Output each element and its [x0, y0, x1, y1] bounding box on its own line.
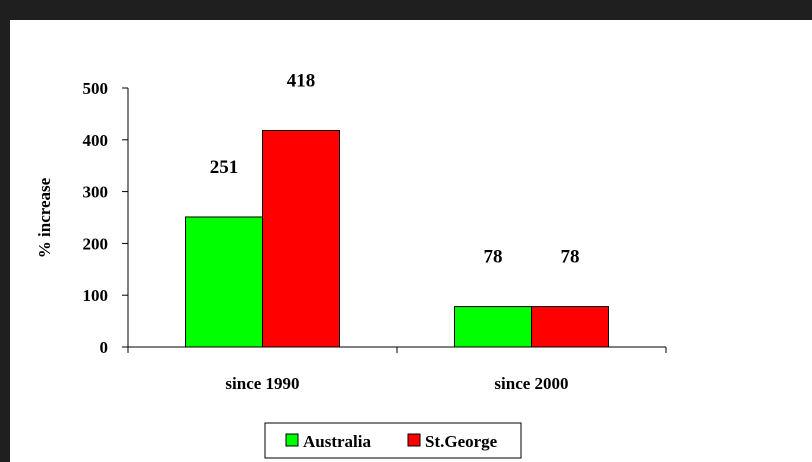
- x-category-label: since 2000: [494, 374, 568, 393]
- y-tick-label: 500: [83, 79, 109, 98]
- data-label: 78: [484, 247, 503, 268]
- bar-st-george-2: [531, 306, 609, 348]
- data-label: 418: [287, 70, 316, 91]
- bar-australia-2: [454, 306, 532, 348]
- x-category-label: since 1990: [225, 374, 299, 393]
- bar-st-george-1: [262, 129, 340, 348]
- legend: Australia St.George: [264, 422, 522, 459]
- y-axis-title: % increase: [35, 177, 54, 258]
- legend-swatch: [285, 433, 299, 447]
- y-tick-label: 100: [83, 286, 109, 305]
- legend-label: Australia: [303, 432, 372, 451]
- y-tick-label: 400: [83, 131, 109, 150]
- legend-label: St.George: [425, 432, 498, 451]
- bars: [185, 129, 609, 348]
- y-tick-label: 300: [83, 183, 109, 202]
- y-tick-label: 200: [83, 234, 109, 253]
- data-label: 78: [561, 247, 580, 268]
- legend-swatch: [407, 433, 421, 447]
- chart-panel: [10, 20, 812, 462]
- labels: 0 100 200 300 400 500 251 418 since 1990 78 78 sinc…: [83, 70, 580, 393]
- bar-australia-1: [185, 216, 263, 348]
- data-label: 251: [210, 157, 239, 178]
- y-tick-label: 0: [100, 338, 109, 357]
- legend-box: [264, 422, 522, 459]
